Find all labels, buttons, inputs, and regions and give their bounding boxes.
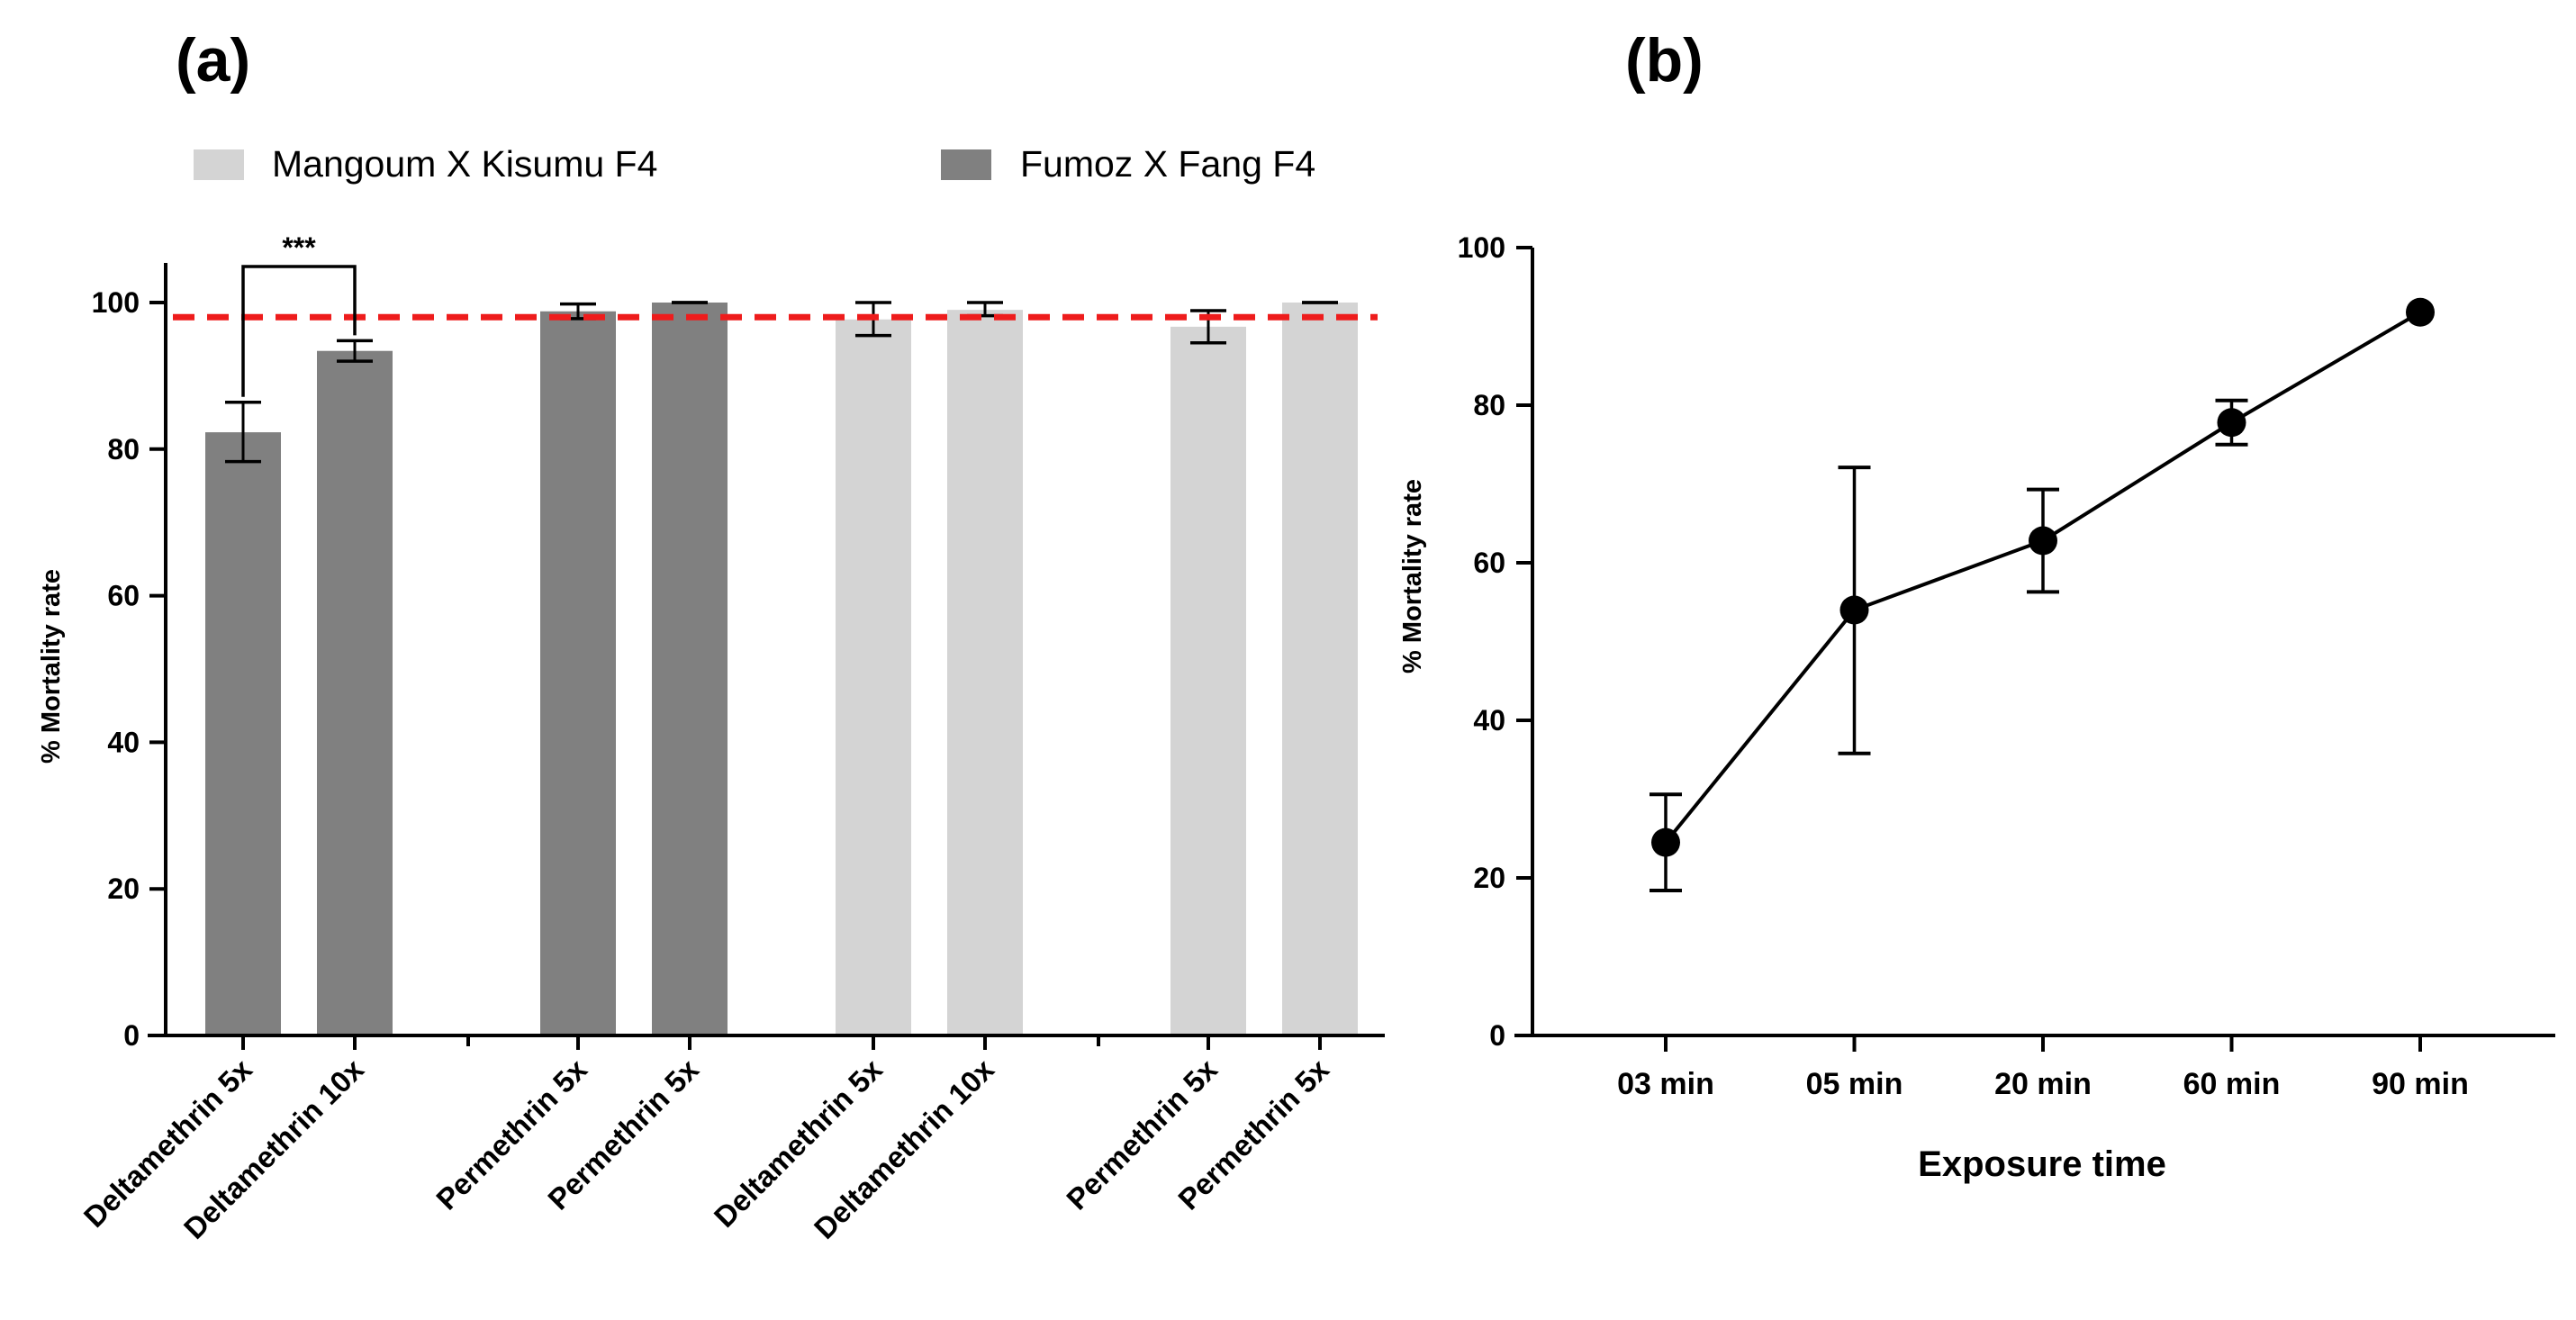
y-tick-label-b: 0: [1489, 1019, 1505, 1052]
bar: [947, 310, 1023, 1035]
y-ticks-a: 0 20 40 60 80 100: [92, 286, 166, 1052]
significance-bracket: [241, 265, 357, 397]
y-tick-label-a: 0: [123, 1019, 140, 1052]
legend-a: Mangoum X Kisumu F4 Fumoz X Fang F4: [194, 143, 1315, 185]
y-axis-title-b: % Mortality rate: [1398, 479, 1427, 674]
panel-label-a: (a): [176, 26, 250, 95]
x-tick-label-b: 03 min: [1617, 1067, 1714, 1101]
legend-swatch-fumoz-fang: [941, 149, 991, 180]
legend-swatch-mangoum-kisumu: [194, 149, 244, 180]
y-tick-label-a: 80: [107, 433, 140, 466]
y-ticks-b: 0 20 40 60 80 100: [1458, 231, 1532, 1052]
points-b: [1651, 297, 2435, 857]
y-tick-label-b: 40: [1473, 704, 1505, 737]
x-tick-label-b: 05 min: [1806, 1067, 1903, 1101]
significance-label: ***: [282, 231, 316, 264]
bar: [652, 303, 728, 1035]
chart-b: (b) % Mortality rate Exposure time 0 20 40…: [1398, 26, 2555, 1184]
x-tick-label-b: 90 min: [2372, 1067, 2469, 1101]
y-tick-label-a: 60: [107, 580, 140, 612]
x-ticks-b: 03 min 05 min 20 min 60 min 90 min: [1617, 1035, 2469, 1101]
chart-a: (a) Mangoum X Kisumu F4 Fumoz X Fang F4 …: [37, 26, 1385, 1245]
x-tick-label-b: 20 min: [1994, 1067, 2092, 1101]
y-tick-label-b: 20: [1473, 862, 1505, 894]
y-tick-label-a: 20: [107, 872, 140, 905]
bar: [540, 311, 616, 1035]
data-point-b: [2029, 526, 2057, 556]
y-tick-label-b: 60: [1473, 547, 1505, 579]
error-bars-b: [1650, 398, 2248, 892]
annotations-a: ***: [173, 231, 1378, 397]
y-tick-label-a: 100: [92, 286, 140, 319]
bar: [1170, 326, 1246, 1035]
legend-label-mangoum-kisumu: Mangoum X Kisumu F4: [272, 143, 657, 185]
x-tick-label-b: 60 min: [2183, 1067, 2281, 1101]
bar: [317, 350, 393, 1035]
y-axis-title-a: % Mortality rate: [37, 569, 66, 764]
y-tick-label-a: 40: [107, 726, 140, 758]
bar: [205, 432, 281, 1035]
x-axis-title-b: Exposure time: [1918, 1144, 2166, 1184]
y-tick-label-b: 80: [1473, 389, 1505, 421]
y-tick-label-b: 100: [1458, 231, 1505, 264]
data-point-b: [1651, 827, 1680, 857]
data-point-b: [2406, 297, 2435, 327]
bar: [1282, 303, 1358, 1035]
bars-a: [205, 303, 1358, 1035]
data-point-b: [2217, 408, 2246, 438]
panel-label-b: (b): [1625, 26, 1704, 95]
bar: [836, 319, 911, 1035]
legend-label-fumoz-fang: Fumoz X Fang F4: [1020, 143, 1315, 185]
data-point-b: [1839, 595, 1869, 625]
